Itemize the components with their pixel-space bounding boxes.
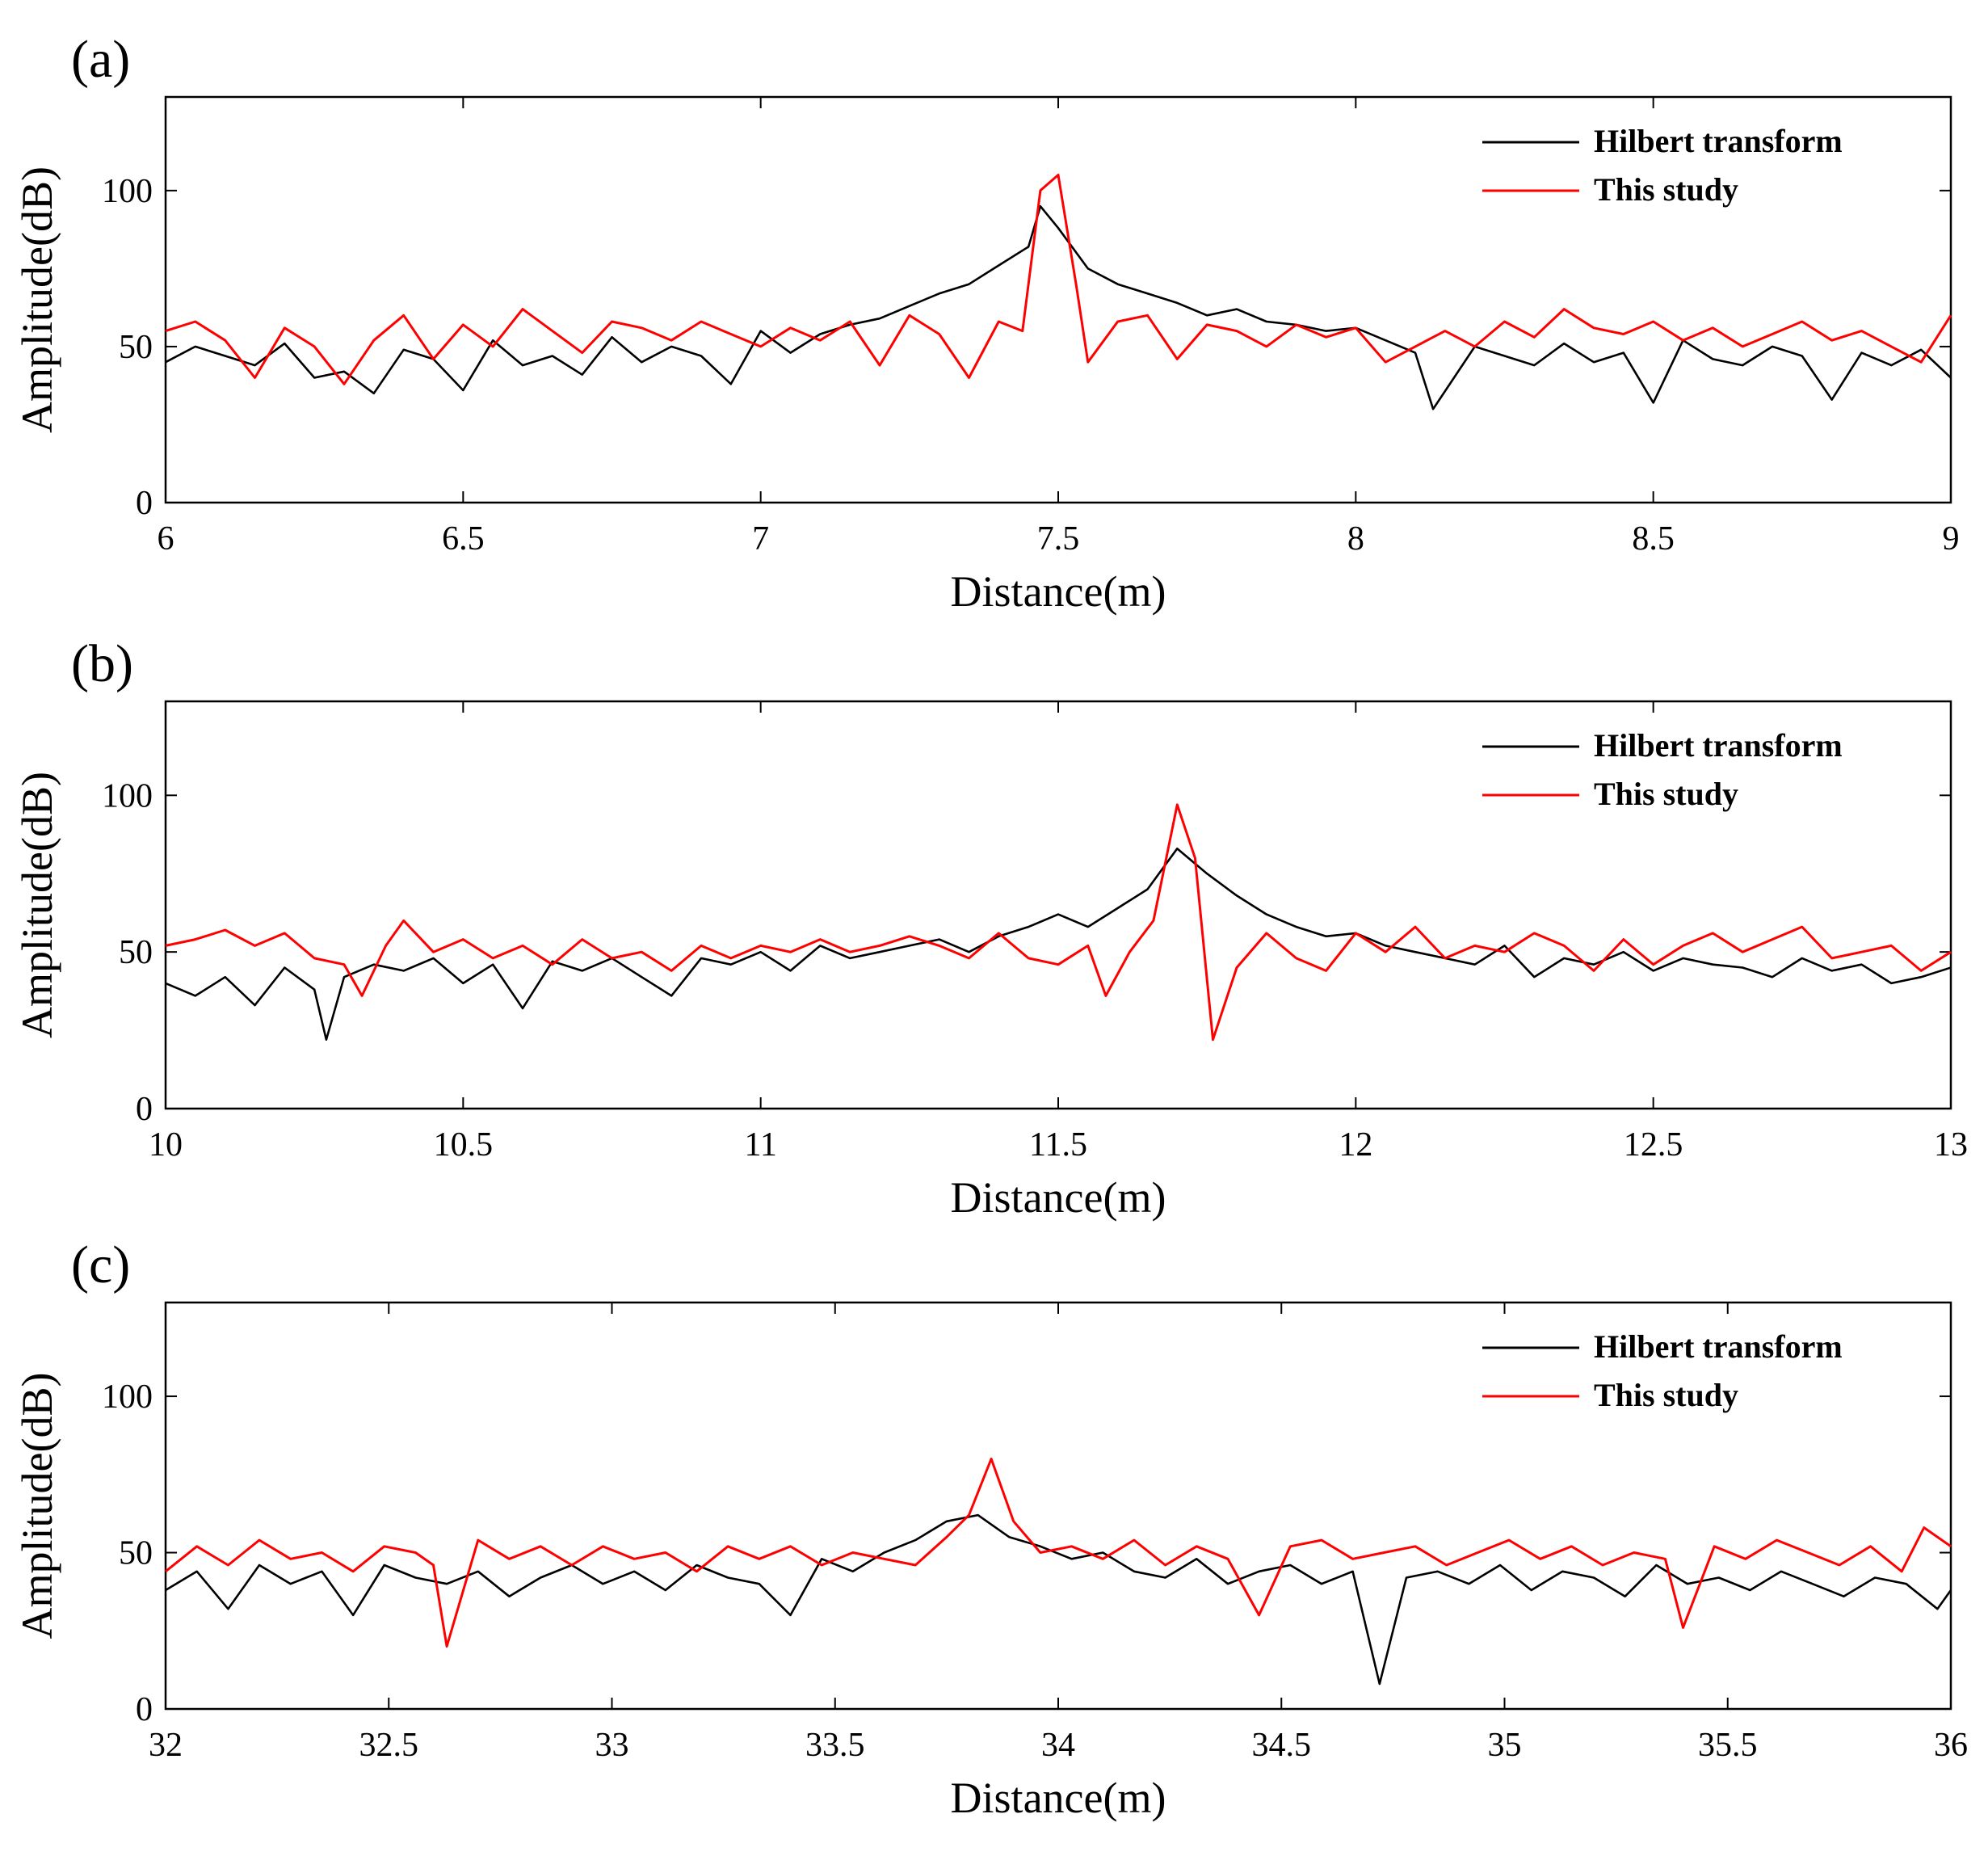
panel-0-x-tick-label: 6.5: [442, 520, 485, 558]
panel-0-x-tick-label: 7.5: [1037, 520, 1080, 558]
panel-2-y-tick-label: 50: [119, 1535, 153, 1572]
panel-2-x-tick-label: 32: [149, 1727, 183, 1764]
panel-2-x-tick-label: 34: [1041, 1727, 1075, 1764]
panel-0-legend-label-this-study: This study: [1594, 171, 1738, 208]
panel-1-x-tick-label: 10.5: [434, 1126, 494, 1164]
panel-0-x-tick-label: 8.5: [1632, 520, 1675, 558]
panel-0-x-tick-label: 6: [158, 520, 174, 558]
panel-2-y-axis-label: Amplitude(dB): [13, 1373, 61, 1639]
panel-1-x-tick-label: 11: [744, 1126, 776, 1164]
panel-1-x-tick-label: 13: [1934, 1126, 1968, 1164]
panel-0-x-axis-label: Distance(m): [951, 567, 1166, 616]
panel-1-y-axis-label: Amplitude(dB): [13, 772, 61, 1038]
panel-0-x-tick-label: 8: [1347, 520, 1364, 558]
panel-1-x-tick-label: 11.5: [1029, 1126, 1087, 1164]
panel-2-x-axis-label: Distance(m): [951, 1774, 1166, 1822]
panel-0-x-tick-label: 9: [1943, 520, 1960, 558]
panel-2-x-tick-label: 34.5: [1252, 1727, 1312, 1764]
panel-2-y-tick-label: 100: [102, 1378, 153, 1416]
panel-2-x-tick-label: 33.5: [805, 1727, 865, 1764]
panel-1-x-axis-label: Distance(m): [951, 1173, 1166, 1222]
panel-1-series-hilbert-transform-line: [165, 847, 1952, 1041]
panel-1-legend-label-this-study: This study: [1594, 776, 1738, 812]
panel-1-legend-label-hilbert-transform: Hilbert transform: [1594, 727, 1843, 764]
panel-2-x-tick-label: 33: [595, 1727, 629, 1764]
panel-2-legend-label-hilbert-transform: Hilbert transform: [1594, 1328, 1843, 1365]
panel-1-x-tick-label: 12: [1339, 1126, 1372, 1164]
panel-0-panel-label: (a): [71, 30, 130, 89]
panel-1-panel-label: (b): [71, 634, 133, 693]
panel-0-legend-label-hilbert-transform: Hilbert transform: [1594, 123, 1843, 159]
panel-2-x-tick-label: 35: [1488, 1727, 1522, 1764]
panel-2-x-tick-label: 35.5: [1698, 1727, 1758, 1764]
panel-2-y-tick-label: 0: [136, 1691, 153, 1728]
panel-0-series-hilbert-transform-line: [165, 204, 1952, 410]
panel-2-x-tick-label: 36: [1934, 1727, 1968, 1764]
panel-2-x-tick-label: 32.5: [359, 1727, 419, 1764]
panel-1-y-tick-label: 100: [102, 777, 153, 814]
panel-1-y-tick-label: 50: [119, 934, 153, 971]
panel-0-series-this-study-line: [165, 174, 1952, 385]
panel-2-series-this-study-line: [165, 1458, 1952, 1648]
panel-1-x-tick-label: 10: [149, 1126, 183, 1164]
panel-2-panel-label: (c): [71, 1235, 130, 1294]
panel-1-series-this-study-line: [165, 803, 1952, 1042]
panel-0-y-tick-label: 50: [119, 329, 153, 366]
panel-2-legend-label-this-study: This study: [1594, 1377, 1738, 1413]
panel-2-series-hilbert-transform-line: [165, 1513, 1952, 1686]
panel-0-y-tick-label: 0: [136, 485, 153, 522]
panel-0-y-axis-label: Amplitude(dB): [13, 166, 61, 433]
panel-1-y-tick-label: 0: [136, 1091, 153, 1128]
panel-0-x-tick-label: 7: [752, 520, 769, 558]
panel-0-y-tick-label: 100: [102, 173, 153, 210]
panel-1-x-tick-label: 12.5: [1624, 1126, 1683, 1164]
